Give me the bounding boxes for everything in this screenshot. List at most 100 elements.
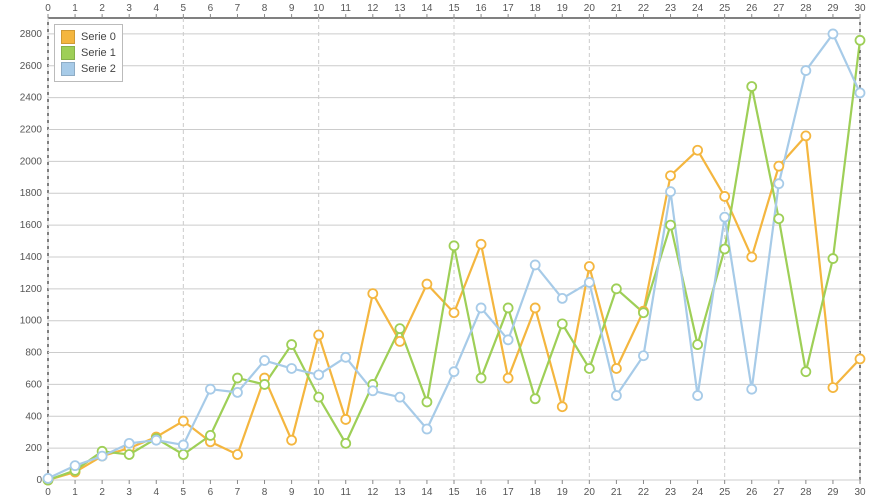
y-tick-label: 2000 <box>20 156 43 167</box>
series-marker-0 <box>314 331 323 340</box>
series-marker-1 <box>179 450 188 459</box>
x-tick-label-top: 25 <box>719 3 731 14</box>
x-tick-label-top: 17 <box>503 3 515 14</box>
series-marker-1 <box>612 284 621 293</box>
x-tick-label-bottom: 7 <box>235 487 241 498</box>
series-marker-1 <box>477 374 486 383</box>
series-marker-2 <box>639 351 648 360</box>
series-marker-2 <box>477 303 486 312</box>
series-marker-1 <box>639 308 648 317</box>
y-tick-label: 600 <box>25 379 42 390</box>
series-marker-1 <box>747 82 756 91</box>
series-marker-2 <box>558 294 567 303</box>
x-tick-label-top: 28 <box>800 3 812 14</box>
series-marker-0 <box>585 262 594 271</box>
series-marker-1 <box>558 319 567 328</box>
x-tick-label-bottom: 4 <box>153 487 159 498</box>
series-marker-1 <box>287 340 296 349</box>
series-marker-0 <box>368 289 377 298</box>
series-marker-0 <box>693 146 702 155</box>
x-tick-label-bottom: 28 <box>800 487 812 498</box>
legend-item: Serie 0 <box>61 29 116 45</box>
series-marker-1 <box>666 221 675 230</box>
x-tick-label-top: 18 <box>530 3 542 14</box>
series-marker-2 <box>98 452 107 461</box>
x-tick-label-top: 7 <box>235 3 241 14</box>
x-tick-label-top: 26 <box>746 3 758 14</box>
series-marker-2 <box>774 179 783 188</box>
series-marker-1 <box>856 36 865 45</box>
x-tick-label-bottom: 2 <box>99 487 105 498</box>
series-marker-0 <box>233 450 242 459</box>
x-tick-label-bottom: 30 <box>854 487 866 498</box>
series-marker-2 <box>314 370 323 379</box>
legend-swatch <box>61 30 75 44</box>
legend-label: Serie 2 <box>81 63 116 75</box>
series-marker-1 <box>585 364 594 373</box>
series-marker-1 <box>422 397 431 406</box>
series-marker-0 <box>504 374 513 383</box>
series-marker-0 <box>287 436 296 445</box>
x-tick-label-top: 21 <box>611 3 623 14</box>
series-marker-2 <box>585 278 594 287</box>
x-tick-label-top: 27 <box>773 3 785 14</box>
series-marker-2 <box>828 29 837 38</box>
series-marker-0 <box>801 131 810 140</box>
x-tick-label-bottom: 19 <box>557 487 569 498</box>
series-marker-2 <box>206 385 215 394</box>
series-marker-2 <box>422 425 431 434</box>
x-tick-label-bottom: 6 <box>208 487 214 498</box>
series-marker-2 <box>233 388 242 397</box>
x-tick-label-top: 24 <box>692 3 704 14</box>
series-marker-0 <box>450 308 459 317</box>
x-tick-label-bottom: 14 <box>421 487 433 498</box>
legend: Serie 0Serie 1Serie 2 <box>54 24 123 82</box>
series-marker-0 <box>666 171 675 180</box>
series-marker-1 <box>450 241 459 250</box>
x-tick-label-top: 6 <box>208 3 214 14</box>
x-tick-label-top: 11 <box>341 3 352 14</box>
x-tick-label-top: 23 <box>665 3 677 14</box>
y-tick-label: 2400 <box>20 93 43 104</box>
series-marker-0 <box>774 162 783 171</box>
x-tick-label-bottom: 27 <box>773 487 785 498</box>
x-tick-label-bottom: 8 <box>262 487 268 498</box>
series-marker-1 <box>531 394 540 403</box>
x-tick-label-bottom: 23 <box>665 487 677 498</box>
x-tick-label-bottom: 13 <box>394 487 406 498</box>
series-marker-2 <box>341 353 350 362</box>
x-tick-label-bottom: 1 <box>72 487 78 498</box>
x-tick-label-top: 12 <box>367 3 379 14</box>
y-tick-label: 1800 <box>20 188 43 199</box>
x-tick-label-top: 2 <box>99 3 105 14</box>
y-tick-label: 1200 <box>20 284 43 295</box>
series-marker-0 <box>341 415 350 424</box>
series-marker-2 <box>801 66 810 75</box>
x-tick-label-top: 16 <box>476 3 488 14</box>
legend-label: Serie 0 <box>81 31 116 43</box>
x-tick-label-bottom: 12 <box>367 487 379 498</box>
y-tick-label: 2200 <box>20 125 43 136</box>
x-tick-label-bottom: 29 <box>827 487 839 498</box>
x-tick-label-bottom: 18 <box>530 487 542 498</box>
series-marker-2 <box>856 88 865 97</box>
x-tick-label-top: 13 <box>394 3 406 14</box>
series-marker-1 <box>693 340 702 349</box>
y-tick-label: 1600 <box>20 220 43 231</box>
series-marker-2 <box>720 213 729 222</box>
x-tick-label-bottom: 5 <box>181 487 187 498</box>
series-marker-1 <box>314 393 323 402</box>
x-tick-label-top: 3 <box>126 3 132 14</box>
x-tick-label-bottom: 15 <box>448 487 460 498</box>
series-marker-1 <box>260 380 269 389</box>
x-tick-label-bottom: 17 <box>503 487 515 498</box>
series-marker-0 <box>395 337 404 346</box>
y-tick-label: 200 <box>25 443 42 454</box>
x-tick-label-top: 20 <box>584 3 596 14</box>
series-marker-2 <box>71 461 80 470</box>
series-marker-2 <box>179 440 188 449</box>
series-marker-1 <box>233 374 242 383</box>
x-tick-label-top: 15 <box>448 3 460 14</box>
series-marker-0 <box>422 280 431 289</box>
series-marker-0 <box>828 383 837 392</box>
